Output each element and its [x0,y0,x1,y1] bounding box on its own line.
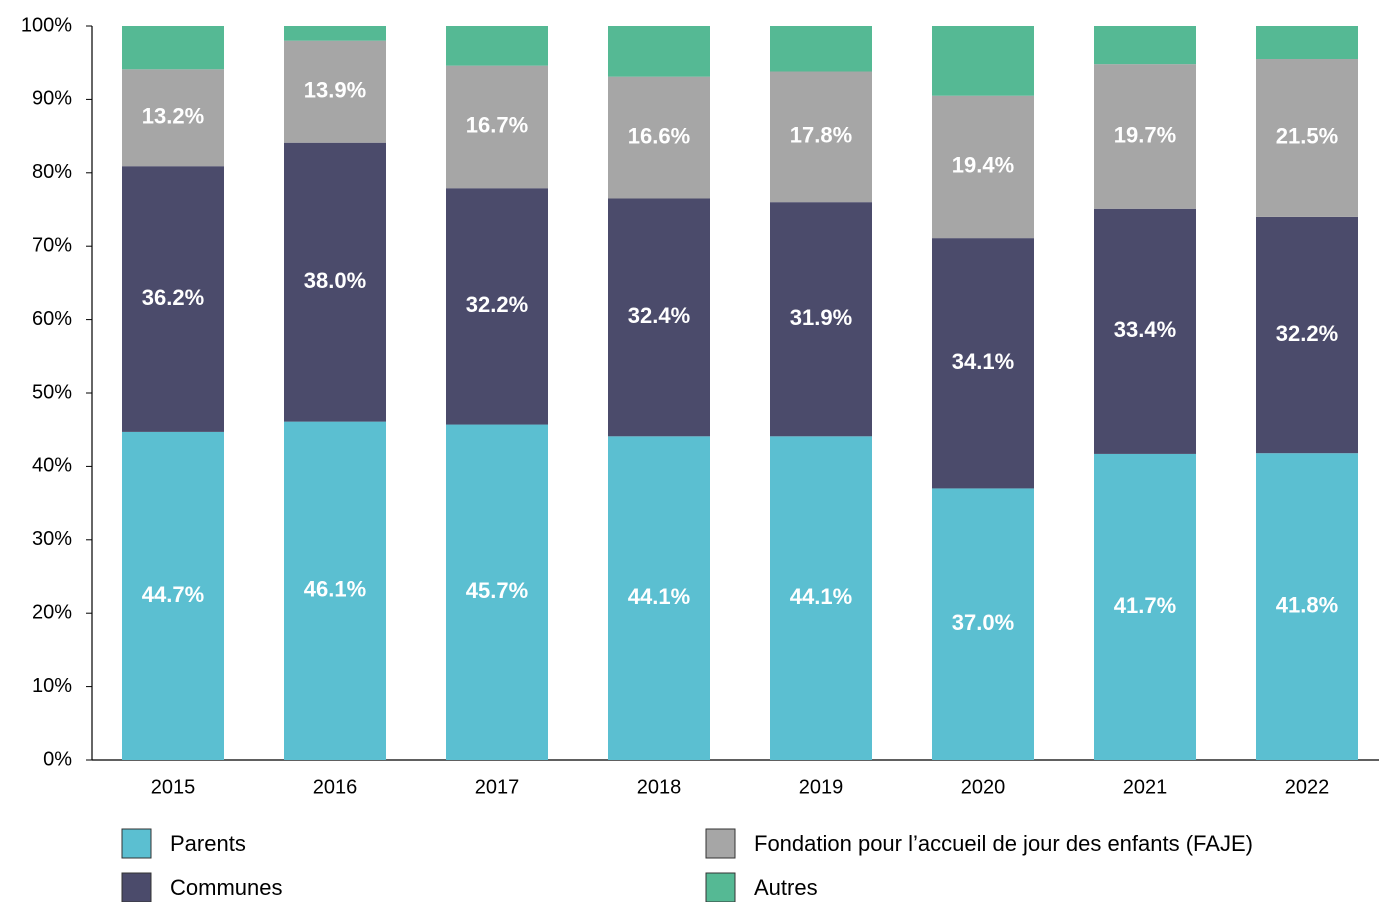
value-label: 16.7% [466,113,528,138]
bar-segment [122,166,224,432]
value-label: 16.6% [628,123,690,148]
value-label: 46.1% [304,577,366,602]
value-label: 38.0% [304,268,366,293]
x-tick-label: 2020 [961,776,1006,798]
y-tick-label: 70% [32,234,72,256]
value-label: 44.7% [142,582,204,607]
bar-segment [1256,59,1358,217]
value-label: 13.2% [142,104,204,129]
bar-segment [284,40,386,143]
x-tick-label: 2022 [1285,776,1330,798]
value-label: 31.9% [790,305,852,330]
y-tick-label: 0% [43,748,72,770]
legend-swatch [121,828,152,859]
legend-label: Fondation pour l’accueil de jour des enf… [754,831,1253,856]
value-label: 37.0% [952,610,1014,635]
bar-segment [1094,64,1196,209]
value-label: 21.5% [1276,124,1338,149]
value-label: 34.1% [952,349,1014,374]
legend-label: Autres [754,875,818,900]
bar-segment [1094,208,1196,454]
value-label: 32.2% [1276,321,1338,346]
bar-segment [446,65,548,189]
x-tick-label: 2015 [151,776,196,798]
bar-segment [608,436,710,760]
bar-segment [1256,26,1358,60]
bar-segment [932,238,1034,489]
bar-segment [1256,216,1358,454]
value-label: 32.4% [628,303,690,328]
legend-swatch [705,828,736,859]
value-label: 45.7% [466,578,528,603]
x-tick-label: 2016 [313,776,358,798]
value-label: 19.4% [952,153,1014,178]
x-tick-label: 2019 [799,776,844,798]
bar-segment [932,26,1034,96]
y-tick-label: 40% [32,455,72,477]
y-tick-label: 30% [32,528,72,550]
bar-segment [284,142,386,422]
y-tick-label: 50% [32,381,72,403]
bar-segment [608,198,710,437]
legend-swatch [705,872,736,902]
value-label: 44.1% [790,584,852,609]
value-label: 41.7% [1114,593,1176,618]
y-tick-label: 60% [32,308,72,330]
bar-segment [446,424,548,760]
y-tick-label: 100% [21,14,72,36]
value-label: 44.1% [628,584,690,609]
value-label: 13.9% [304,78,366,103]
x-tick-label: 2018 [637,776,682,798]
bar-segment [122,69,224,167]
bar-segment [770,71,872,203]
bar-segment [446,188,548,425]
bar-segment [770,202,872,437]
value-label: 33.4% [1114,317,1176,342]
value-label: 19.7% [1114,122,1176,147]
bar-segment [608,76,710,199]
y-tick-label: 20% [32,601,72,623]
value-label: 17.8% [790,123,852,148]
bar-segment [122,431,224,760]
bar-segment [1256,453,1358,760]
value-label: 32.2% [466,292,528,317]
bar-segment [284,26,386,41]
bar-segment [932,488,1034,760]
legend-label: Communes [170,875,282,900]
bar-segment [608,26,710,77]
bar-segment [284,421,386,760]
legend-swatch [121,872,152,902]
x-tick-label: 2021 [1123,776,1168,798]
x-tick-label: 2017 [475,776,520,798]
bar-segment [446,26,548,66]
value-label: 41.8% [1276,592,1338,617]
legend-label: Parents [170,831,246,856]
y-tick-label: 10% [32,675,72,697]
bar-segment [770,26,872,72]
bar-segment [122,26,224,70]
y-tick-label: 90% [32,88,72,110]
bar-segment [770,436,872,760]
bar-segment [932,95,1034,239]
y-tick-label: 80% [32,161,72,183]
value-label: 36.2% [142,285,204,310]
bar-segment [1094,26,1196,65]
bar-segment [1094,453,1196,760]
